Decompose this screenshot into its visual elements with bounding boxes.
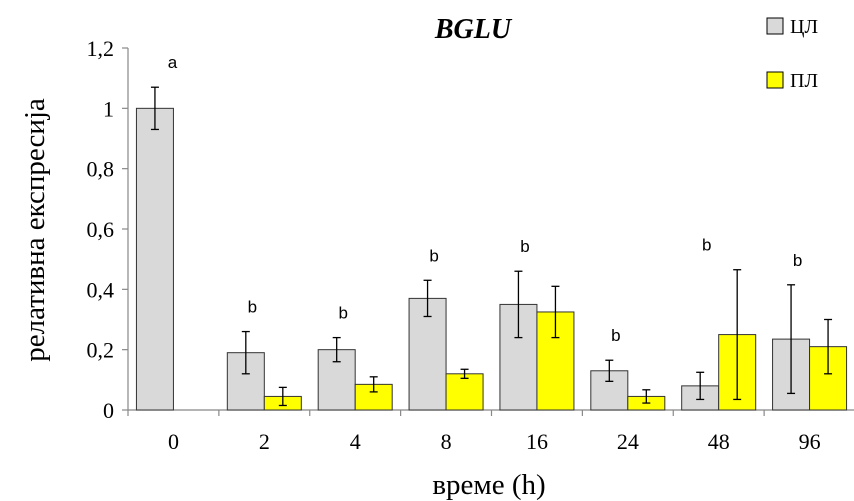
x-tick-label: 96	[799, 429, 821, 454]
x-tick-label: 0	[168, 429, 179, 454]
significance-letter: b	[793, 251, 802, 270]
bar-pl	[445, 373, 484, 411]
x-tick-label: 16	[526, 429, 548, 454]
y-tick-label: 0,2	[87, 338, 115, 363]
y-axis-label: релативна експресија	[19, 98, 51, 362]
y-tick-label: 1	[103, 96, 114, 121]
legend-label-pl: ПЛ	[790, 70, 818, 92]
x-axis-label: време (h)	[432, 469, 545, 501]
legend-swatch-cl	[766, 17, 784, 35]
x-tick-label: 4	[350, 429, 361, 454]
legend-label-cl: ЦЛ	[790, 16, 818, 38]
significance-letter: b	[338, 304, 347, 323]
y-tick-label: 0	[103, 398, 114, 423]
x-tick-label: 2	[259, 429, 270, 454]
bar-cl	[135, 107, 174, 411]
y-tick-label: 1,2	[87, 36, 115, 61]
y-tick-label: 0,6	[87, 217, 115, 242]
legend: ЦЛ ПЛ	[766, 16, 818, 92]
significance-letter: b	[520, 237, 529, 256]
x-tick-label: 8	[441, 429, 452, 454]
significance-letter: a	[168, 53, 178, 72]
significance-letter: b	[702, 236, 711, 255]
significance-letter: b	[429, 246, 438, 265]
x-tick-label: 24	[617, 429, 639, 454]
chart-title: BGLU	[434, 14, 513, 45]
significance-letter: b	[611, 326, 620, 345]
y-tick-label: 0,4	[87, 277, 115, 302]
y-tick-label: 0,8	[87, 157, 115, 182]
significance-letter: b	[248, 298, 257, 317]
legend-swatch-pl	[766, 71, 784, 89]
x-tick-label: 48	[708, 429, 730, 454]
